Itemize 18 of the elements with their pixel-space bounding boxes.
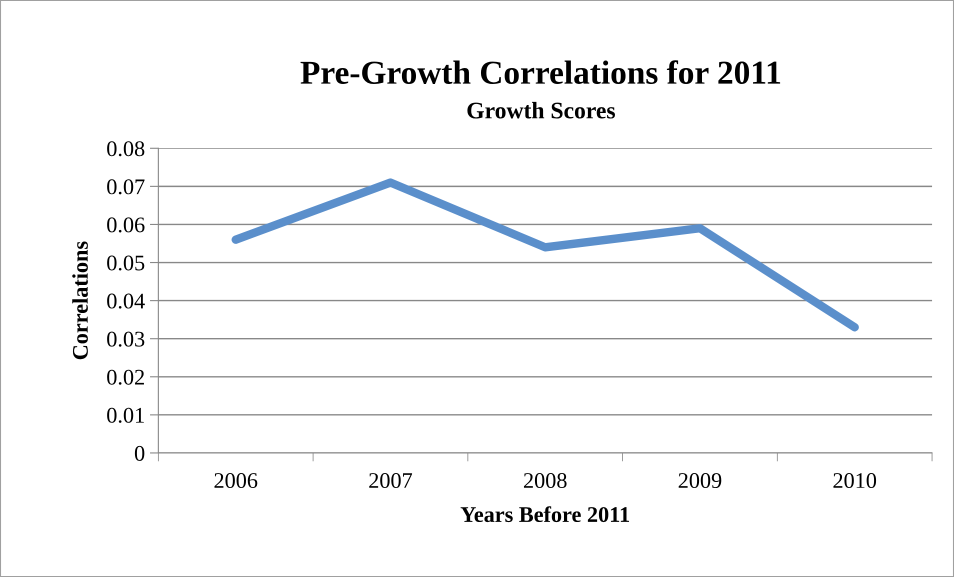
- y-tick-label: 0: [134, 446, 144, 461]
- y-tick-label: 0.01: [107, 408, 144, 423]
- x-tick-label: 2009: [678, 473, 722, 488]
- x-tick-label: 2008: [524, 473, 567, 488]
- y-tick-label: 0.07: [107, 179, 145, 194]
- y-tick-label: 0.02: [107, 370, 144, 385]
- y-tick-label: 0.03: [107, 332, 144, 347]
- y-tick-label: 0.05: [107, 255, 144, 271]
- y-tick-label: 0.08: [107, 141, 144, 156]
- x-tick-label: 2007: [369, 473, 412, 488]
- x-axis-title: Years Before 2011: [460, 506, 630, 522]
- chart-title: Pre-Growth Correlations for 2011: [300, 60, 780, 84]
- x-tick-label: 2006: [214, 473, 258, 488]
- y-tick-label: 0.06: [107, 217, 145, 232]
- y-tick-label: 0.04: [107, 294, 145, 309]
- x-tick-label: 2010: [833, 473, 876, 488]
- y-axis-title: Correlations: [72, 241, 88, 360]
- chart-subtitle: Growth Scores: [467, 102, 616, 119]
